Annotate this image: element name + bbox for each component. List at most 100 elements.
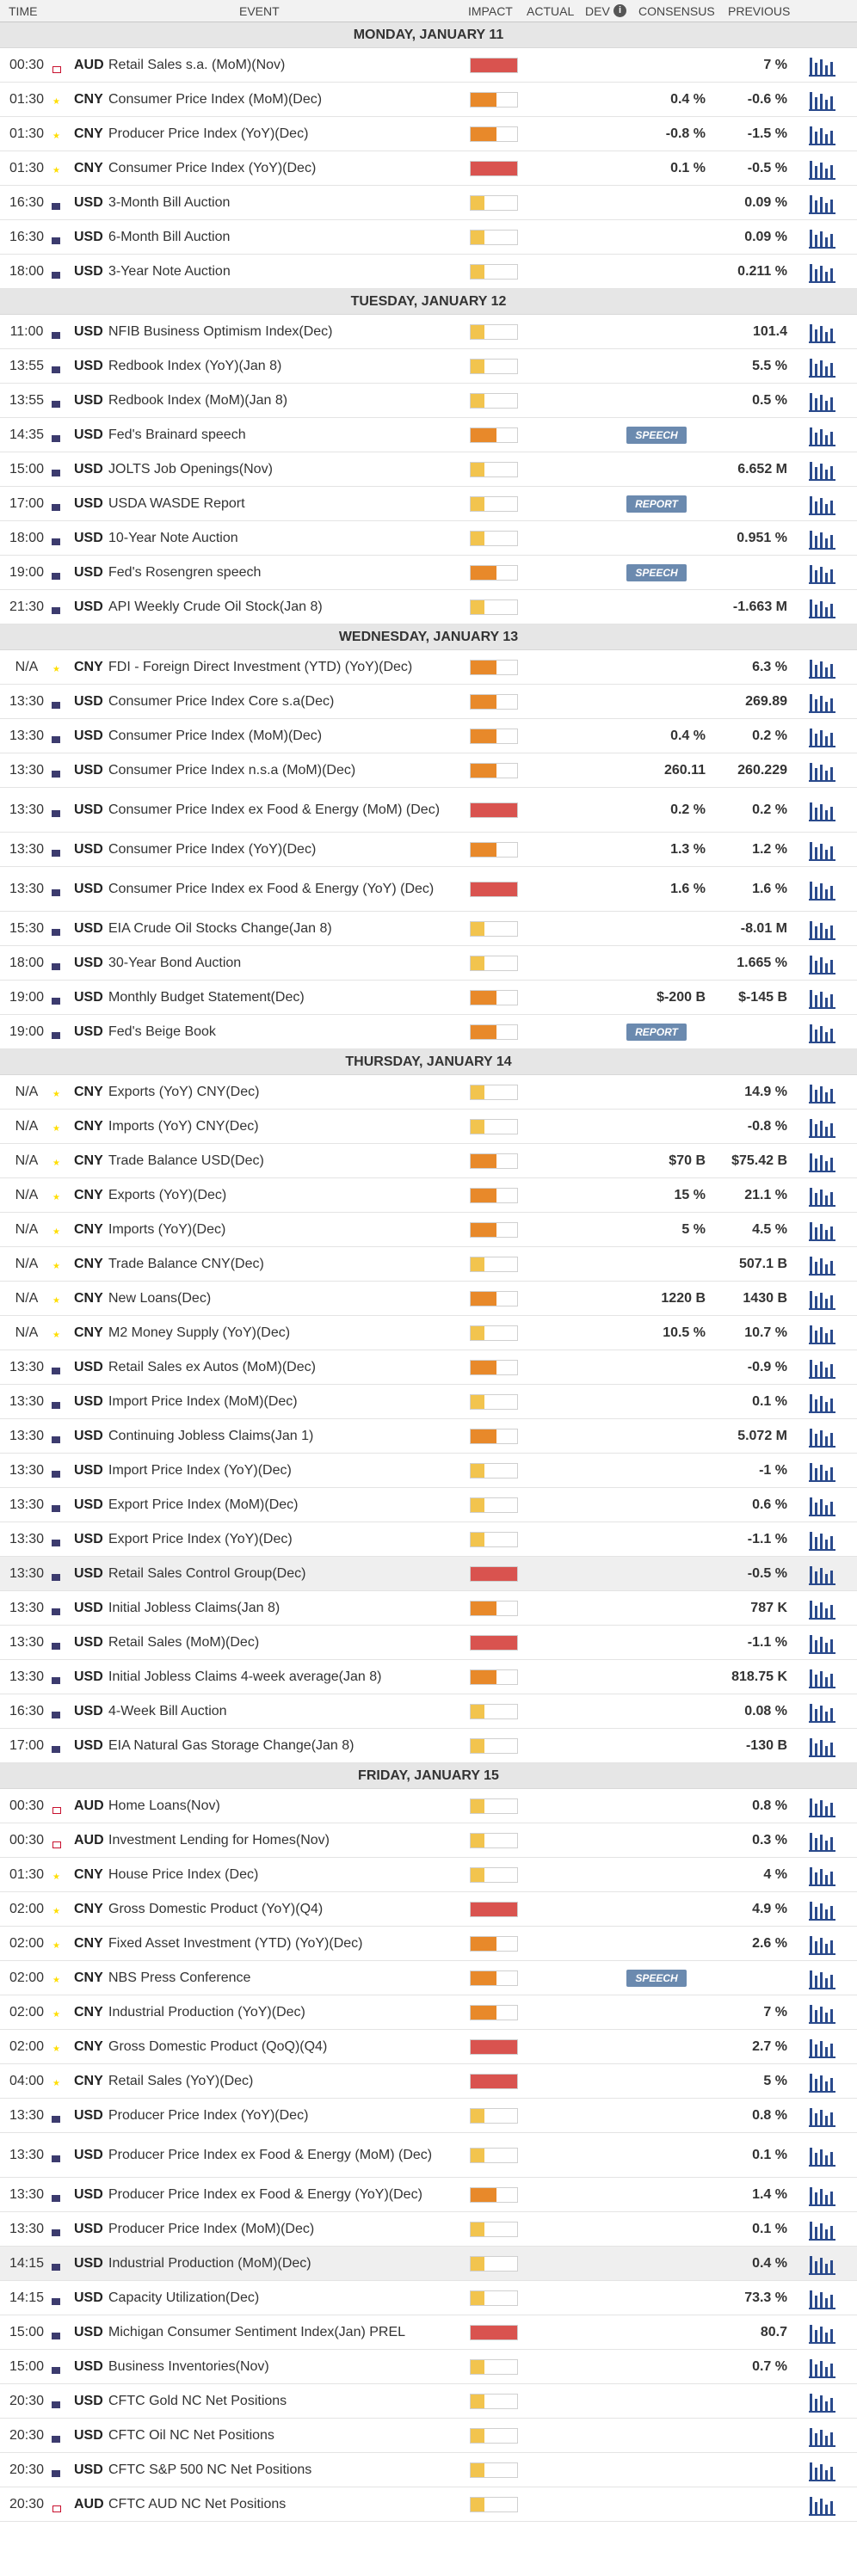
event-name[interactable]: M2 Money Supply (YoY)(Dec): [108, 1325, 291, 1340]
bar-chart-icon[interactable]: [809, 1700, 836, 1723]
event-row[interactable]: 20:30 AUD CFTC AUD NC Net Positions: [0, 2487, 857, 2522]
event-name[interactable]: Exports (YoY)(Dec): [108, 1187, 227, 1202]
bar-chart-icon[interactable]: [809, 2321, 836, 2344]
event-row[interactable]: 01:30 CNY Producer Price Index (YoY)(Dec) -…: [0, 117, 857, 151]
bar-chart-icon[interactable]: [809, 1150, 836, 1172]
event-row[interactable]: 01:30 CNY Consumer Price Index (MoM)(Dec) 0…: [0, 83, 857, 117]
event-row[interactable]: N/A CNY Imports (YoY) CNY(Dec) -0.8 %: [0, 1110, 857, 1144]
event-name[interactable]: Trade Balance CNY(Dec): [108, 1256, 264, 1271]
bar-chart-icon[interactable]: [809, 1666, 836, 1688]
event-name[interactable]: FDI - Foreign Direct Investment (YTD) (Y…: [108, 659, 413, 674]
event-name[interactable]: Gross Domestic Product (YoY)(Q4): [108, 1901, 324, 1916]
bar-chart-icon[interactable]: [809, 2070, 836, 2093]
event-row[interactable]: 13:30 USD Initial Jobless Claims 4-week av…: [0, 1660, 857, 1694]
bar-chart-icon[interactable]: [809, 2218, 836, 2241]
event-row[interactable]: 13:30 USD Initial Jobless Claims(Jan 8) 787…: [0, 1591, 857, 1626]
event-row[interactable]: 01:30 CNY House Price Index (Dec) 4 %: [0, 1858, 857, 1892]
event-row[interactable]: 13:30 USD Retail Sales Control Group(Dec) -…: [0, 1557, 857, 1591]
bar-chart-icon[interactable]: [809, 2493, 836, 2516]
event-name[interactable]: Consumer Price Index n.s.a (MoM)(Dec): [108, 762, 356, 778]
bar-chart-icon[interactable]: [809, 1356, 836, 1379]
event-name[interactable]: Consumer Price Index (MoM)(Dec): [108, 91, 323, 107]
event-row[interactable]: 18:00 USD 10-Year Note Auction 0.951 %: [0, 521, 857, 556]
event-row[interactable]: 02:00 CNY Gross Domestic Product (QoQ)(Q4)…: [0, 2030, 857, 2064]
event-name[interactable]: 30-Year Bond Auction: [108, 955, 242, 970]
bar-chart-icon[interactable]: [809, 1735, 836, 1757]
bar-chart-icon[interactable]: [809, 562, 836, 584]
event-name[interactable]: Capacity Utilization(Dec): [108, 2290, 260, 2305]
bar-chart-icon[interactable]: [809, 2001, 836, 2024]
bar-chart-icon[interactable]: [809, 54, 836, 77]
event-row[interactable]: 13:30 USD Consumer Price Index (MoM)(Dec) 0…: [0, 719, 857, 753]
event-name[interactable]: 6-Month Bill Auction: [108, 229, 231, 244]
event-row[interactable]: 15:00 USD Business Inventories(Nov) 0.7 %: [0, 2350, 857, 2384]
event-name[interactable]: Consumer Price Index ex Food & Energy (Y…: [108, 881, 435, 896]
event-row[interactable]: 20:30 USD CFTC Oil NC Net Positions: [0, 2419, 857, 2453]
event-name[interactable]: Initial Jobless Claims 4-week average(Ja…: [108, 1669, 382, 1684]
bar-chart-icon[interactable]: [809, 952, 836, 974]
event-row[interactable]: 02:00 CNY Gross Domestic Product (YoY)(Q4)…: [0, 1892, 857, 1927]
bar-chart-icon[interactable]: [809, 2105, 836, 2127]
bar-chart-icon[interactable]: [809, 725, 836, 747]
event-row[interactable]: 13:30 USD Consumer Price Index ex Food & E…: [0, 867, 857, 912]
bar-chart-icon[interactable]: [809, 987, 836, 1009]
event-row[interactable]: 18:00 USD 3-Year Note Auction 0.211 %: [0, 255, 857, 289]
bar-chart-icon[interactable]: [809, 89, 836, 111]
event-row[interactable]: 13:30 USD Producer Price Index ex Food & E…: [0, 2178, 857, 2212]
bar-chart-icon[interactable]: [809, 918, 836, 940]
event-name[interactable]: Imports (YoY)(Dec): [108, 1221, 226, 1237]
bar-chart-icon[interactable]: [809, 1116, 836, 1138]
bar-chart-icon[interactable]: [809, 458, 836, 481]
event-row[interactable]: 13:30 USD Producer Price Index ex Food & E…: [0, 2133, 857, 2178]
event-row[interactable]: 17:00 USD EIA Natural Gas Storage Change(J…: [0, 1729, 857, 1763]
event-name[interactable]: Retail Sales Control Group(Dec): [108, 1565, 306, 1581]
event-name[interactable]: Imports (YoY) CNY(Dec): [108, 1118, 259, 1134]
event-name[interactable]: Fed's Beige Book: [108, 1024, 216, 1039]
event-row[interactable]: 20:30 USD CFTC Gold NC Net Positions: [0, 2384, 857, 2419]
event-name[interactable]: Producer Price Index (MoM)(Dec): [108, 2221, 315, 2236]
bar-chart-icon[interactable]: [809, 2287, 836, 2309]
event-row[interactable]: 13:30 USD Consumer Price Index n.s.a (MoM)…: [0, 753, 857, 788]
bar-chart-icon[interactable]: [809, 1184, 836, 1207]
event-row[interactable]: 15:00 USD JOLTS Job Openings(Nov) 6.652 M: [0, 452, 857, 487]
bar-chart-icon[interactable]: [809, 656, 836, 679]
bar-chart-icon[interactable]: [809, 1494, 836, 1516]
bar-chart-icon[interactable]: [809, 1460, 836, 1482]
event-name[interactable]: Consumer Price Index ex Food & Energy (M…: [108, 802, 441, 817]
event-name[interactable]: Business Inventories(Nov): [108, 2358, 269, 2374]
event-row[interactable]: 19:00 USD Fed's Rosengren speech SPEECH: [0, 556, 857, 590]
event-name[interactable]: Import Price Index (MoM)(Dec): [108, 1393, 298, 1409]
bar-chart-icon[interactable]: [809, 321, 836, 343]
event-row[interactable]: 02:00 CNY Industrial Production (YoY)(Dec)…: [0, 1995, 857, 2030]
event-name[interactable]: Industrial Production (YoY)(Dec): [108, 2004, 305, 2020]
event-name[interactable]: CFTC AUD NC Net Positions: [108, 2496, 287, 2511]
event-name[interactable]: NBS Press Conference: [108, 1970, 251, 1985]
bar-chart-icon[interactable]: [809, 2184, 836, 2206]
event-name[interactable]: API Weekly Crude Oil Stock(Jan 8): [108, 599, 323, 614]
bar-chart-icon[interactable]: [809, 261, 836, 283]
event-name[interactable]: Initial Jobless Claims(Jan 8): [108, 1600, 281, 1615]
event-row[interactable]: 11:00 USD NFIB Business Optimism Index(Dec…: [0, 315, 857, 349]
event-name[interactable]: Producer Price Index ex Food & Energy (M…: [108, 2147, 433, 2162]
event-name[interactable]: Michigan Consumer Sentiment Index(Jan) P…: [108, 2324, 406, 2339]
bar-chart-icon[interactable]: [809, 1933, 836, 1955]
event-row[interactable]: 14:15 USD Capacity Utilization(Dec) 73.3 %: [0, 2281, 857, 2315]
bar-chart-icon[interactable]: [809, 1253, 836, 1276]
event-name[interactable]: Retail Sales ex Autos (MoM)(Dec): [108, 1359, 316, 1374]
event-name[interactable]: Redbook Index (MoM)(Jan 8): [108, 392, 288, 408]
event-name[interactable]: New Loans(Dec): [108, 1290, 212, 1306]
event-row[interactable]: 13:30 USD Continuing Jobless Claims(Jan 1)…: [0, 1419, 857, 1454]
event-row[interactable]: 13:30 USD Producer Price Index (MoM)(Dec) 0…: [0, 2212, 857, 2247]
bar-chart-icon[interactable]: [809, 1425, 836, 1448]
event-name[interactable]: Consumer Price Index (MoM)(Dec): [108, 728, 323, 743]
bar-chart-icon[interactable]: [809, 1864, 836, 1886]
event-row[interactable]: 04:00 CNY Retail Sales (YoY)(Dec) 5 %: [0, 2064, 857, 2099]
bar-chart-icon[interactable]: [809, 2356, 836, 2378]
event-name[interactable]: EIA Natural Gas Storage Change(Jan 8): [108, 1737, 355, 1753]
event-name[interactable]: Continuing Jobless Claims(Jan 1): [108, 1428, 314, 1443]
event-name[interactable]: Retail Sales (YoY)(Dec): [108, 2073, 254, 2088]
event-name[interactable]: Producer Price Index (YoY)(Dec): [108, 2107, 309, 2123]
bar-chart-icon[interactable]: [809, 192, 836, 214]
event-name[interactable]: Exports (YoY) CNY(Dec): [108, 1084, 260, 1099]
event-row[interactable]: 02:00 CNY Fixed Asset Investment (YTD) (Yo…: [0, 1927, 857, 1961]
